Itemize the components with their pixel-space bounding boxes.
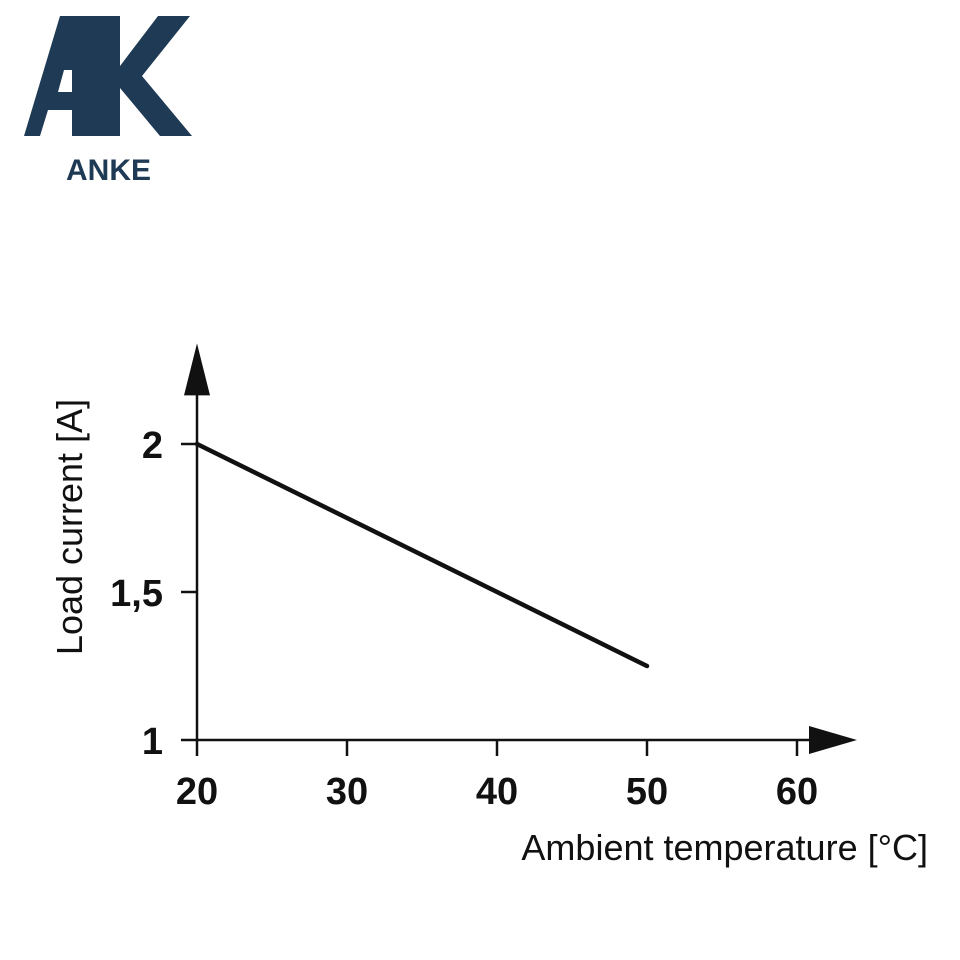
- y-axis-title: Load current [A]: [49, 399, 90, 655]
- y-tick-label: 2: [142, 425, 163, 467]
- chart-axes: [184, 343, 857, 754]
- brand-logo: ANKE: [20, 14, 200, 189]
- x-tick-label: 20: [176, 771, 218, 813]
- chart-series: [194, 441, 650, 669]
- x-tick-label: 40: [476, 771, 518, 813]
- x-axis-title: Ambient temperature [°C]: [521, 827, 928, 868]
- x-tick-label: 30: [326, 771, 368, 813]
- brand-name: ANKE: [66, 154, 151, 187]
- chart-ticks: 20 30 40 50 60 1 1,5 2: [110, 425, 818, 813]
- x-tick-label: 50: [626, 771, 668, 813]
- y-tick-label: 1,5: [110, 573, 163, 615]
- y-axis-arrow: [184, 343, 210, 396]
- load-current-line: [194, 441, 650, 669]
- x-tick-label: 60: [776, 771, 818, 813]
- x-axis-arrow: [809, 726, 857, 754]
- y-tick-label: 1: [142, 721, 163, 763]
- anke-logo-icon: ANKE: [24, 16, 192, 187]
